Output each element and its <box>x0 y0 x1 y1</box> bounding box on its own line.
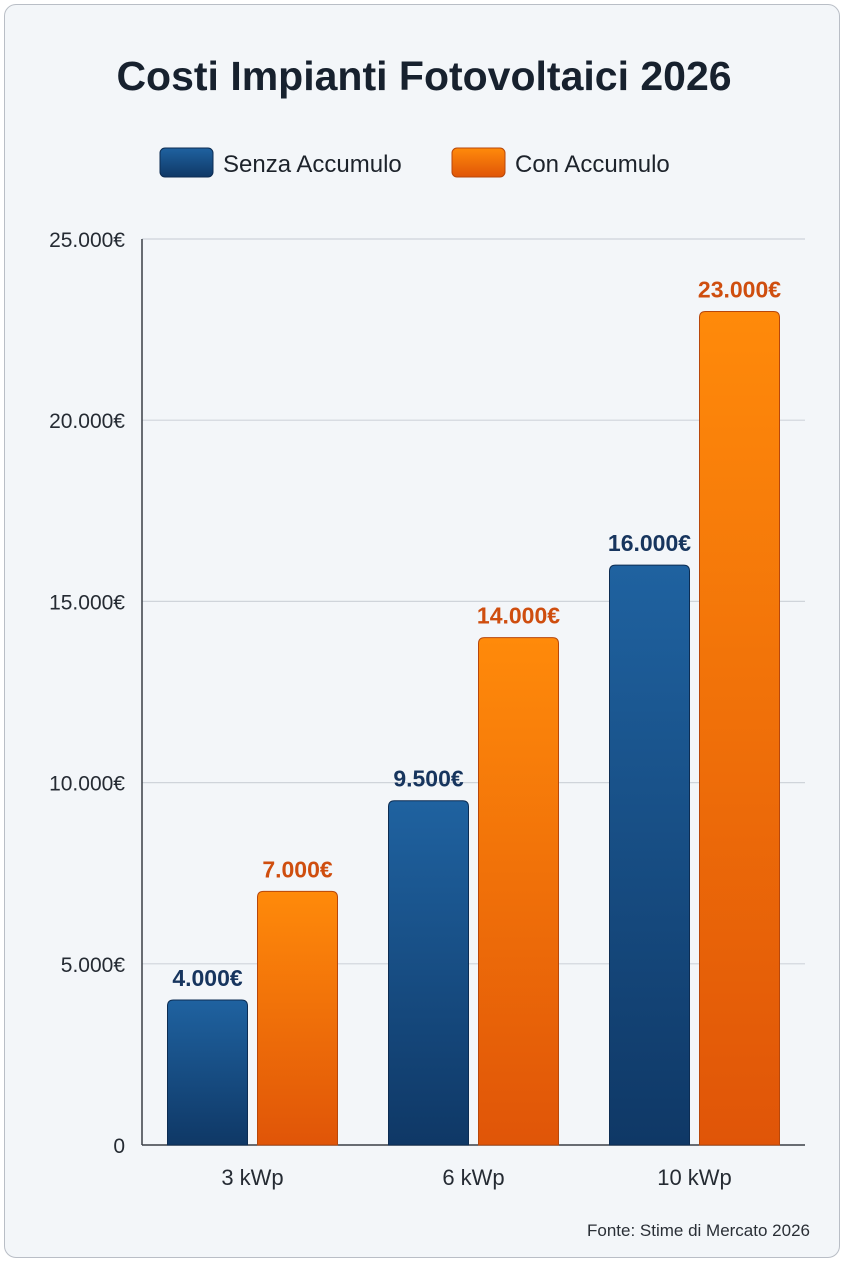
legend-swatch <box>451 147 506 178</box>
legend: Senza Accumulo Con Accumulo <box>159 147 670 178</box>
y-tick-label: 20.000€ <box>49 410 125 433</box>
legend-label: Con Accumulo <box>515 151 670 178</box>
x-tick-label: 6 kWp <box>442 1165 504 1190</box>
y-tick-label: 5.000€ <box>61 954 126 977</box>
data-label: 14.000€ <box>477 603 560 629</box>
data-label: 4.000€ <box>172 965 243 991</box>
bar-senza-accumulo <box>609 564 690 1146</box>
y-tick-label: 0 <box>113 1135 125 1158</box>
x-tick-label: 10 kWp <box>657 1165 732 1190</box>
bar-senza-accumulo <box>167 999 248 1146</box>
bar-con-accumulo <box>478 637 559 1146</box>
data-label: 9.500€ <box>393 766 464 792</box>
data-label: 23.000€ <box>698 276 781 302</box>
y-tick-label: 25.000€ <box>49 229 125 252</box>
x-tick-label: 3 kWp <box>221 1165 283 1190</box>
data-label: 16.000€ <box>608 530 691 556</box>
y-tick-label: 10.000€ <box>49 773 125 796</box>
bar-senza-accumulo <box>388 800 469 1146</box>
source-note: Fonte: Stime di Mercato 2026 <box>587 1221 810 1240</box>
legend-label: Senza Accumulo <box>223 151 402 178</box>
chart-title: Costi Impianti Fotovoltaici 2026 <box>116 53 731 99</box>
bar-con-accumulo <box>699 310 780 1146</box>
legend-swatch <box>159 147 214 178</box>
data-label: 7.000€ <box>262 856 333 882</box>
bar-con-accumulo <box>257 890 338 1146</box>
y-tick-label: 15.000€ <box>49 591 125 614</box>
